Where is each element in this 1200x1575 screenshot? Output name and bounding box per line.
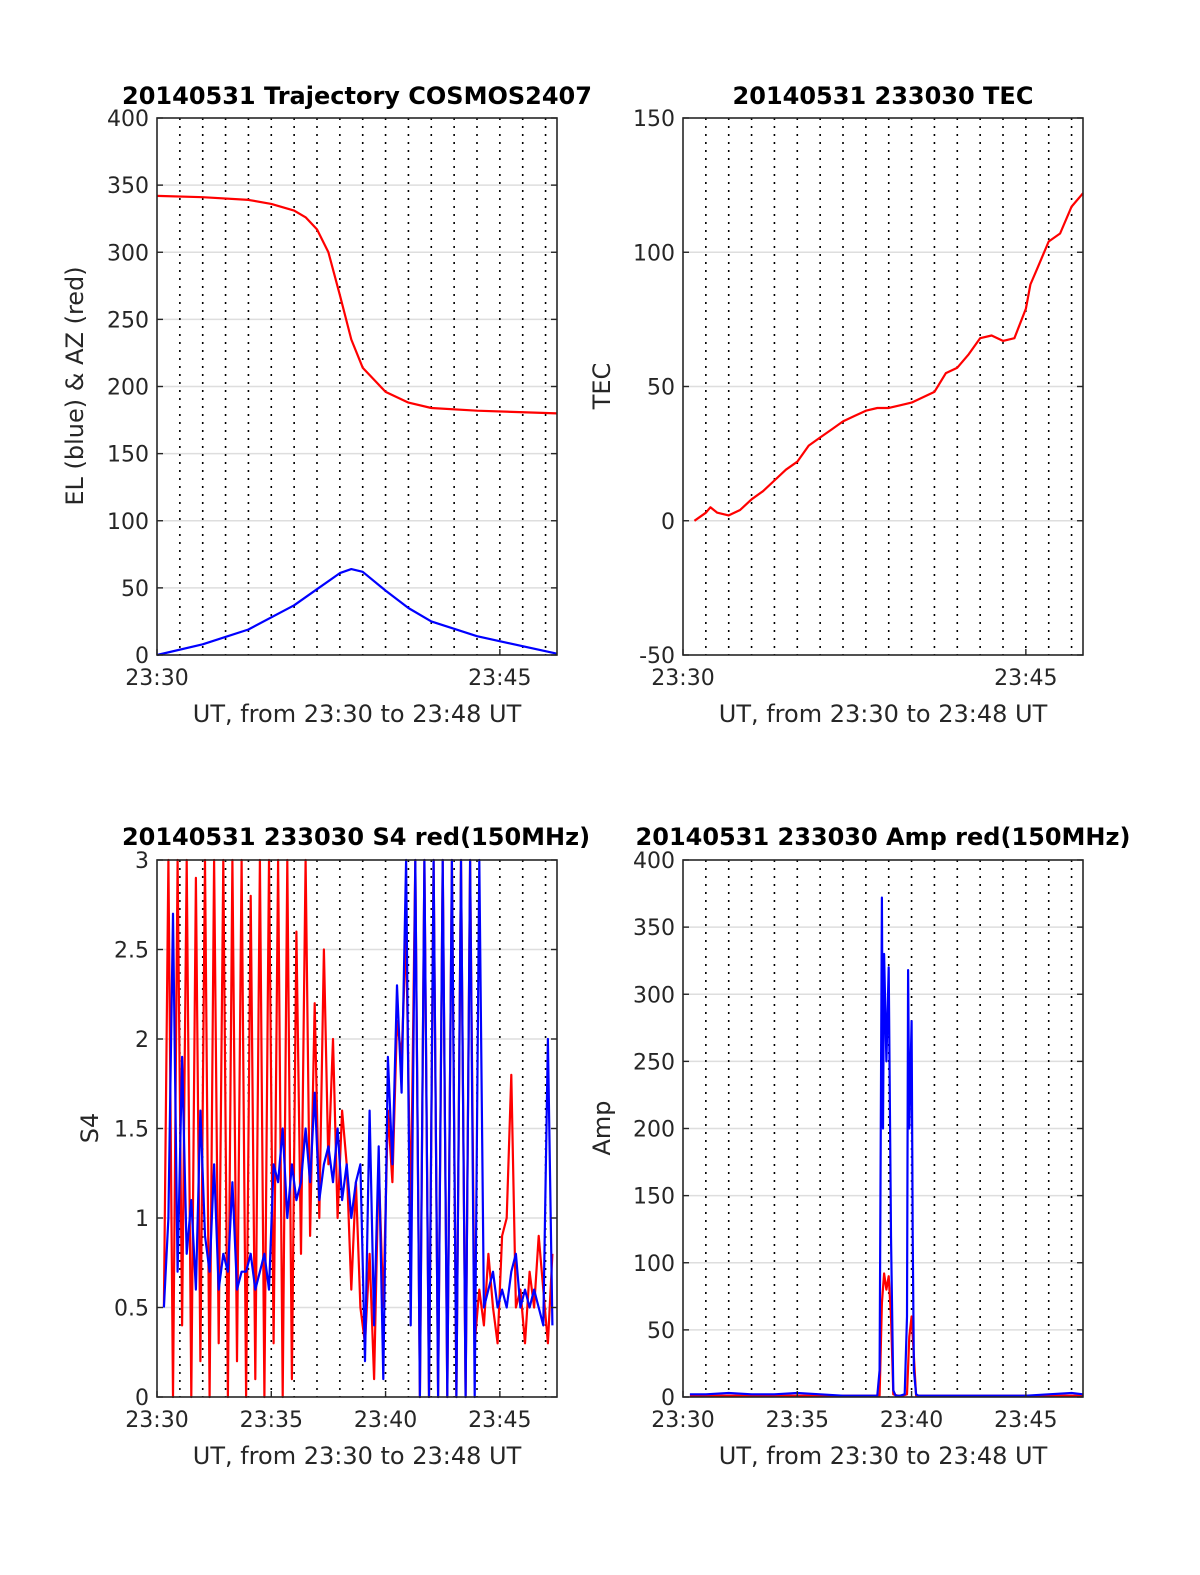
y-tick-label: 100 [633, 241, 675, 266]
series-line-blue [689, 896, 1084, 1397]
y-tick-label: 50 [647, 376, 675, 401]
x-tick-label: 23:45 [468, 666, 531, 691]
plot-area: -50 0 50 100 150 23:30 23:45 [633, 107, 1084, 691]
plot-area: 0 50 100 150 200 250 300 350 400 23:30 23:45 [107, 107, 558, 691]
x-tick-label: 23:30 [125, 1408, 188, 1433]
x-tick-label: 23:45 [468, 1408, 531, 1433]
y-tick-label: 250 [107, 308, 149, 333]
y-tick-label: 0 [661, 1386, 675, 1411]
y-tick-label: 100 [107, 510, 149, 535]
y-axis-label: EL (blue) & AZ (red) [61, 266, 89, 505]
y-tick-label: 200 [633, 1118, 675, 1143]
y-tick-label: 150 [633, 1185, 675, 1210]
x-tick-label: 23:40 [354, 1408, 417, 1433]
x-tick-label: 23:30 [651, 1408, 714, 1433]
x-tick-label: 23:45 [994, 1408, 1057, 1433]
y-tick-label: 2 [135, 1028, 149, 1053]
panel-tec: 20140531 233030 TEC -50 0 50 100 150 23:30 23:… [588, 82, 1084, 728]
y-tick-label: 350 [107, 174, 149, 199]
series-line-blue [156, 567, 558, 657]
x-tick-label: 23:30 [125, 666, 188, 691]
series-line-blue [162, 858, 554, 1399]
y-tick-label: 0 [661, 510, 675, 535]
y-tick-label: 300 [633, 983, 675, 1008]
x-axis-label: UT, from 23:30 to 23:48 UT [193, 700, 522, 728]
y-tick-label: 400 [633, 849, 675, 874]
y-tick-label: 200 [107, 376, 149, 401]
y-tick-label: 150 [633, 107, 675, 132]
y-tick-label: 0 [135, 1386, 149, 1411]
x-axis-label: UT, from 23:30 to 23:48 UT [193, 1442, 522, 1470]
chart-title: 20140531 233030 Amp red(150MHz) [636, 823, 1131, 851]
y-axis-label: S4 [76, 1113, 104, 1144]
y-axis-label: Amp [588, 1100, 616, 1155]
panel-trajectory: 20140531 Trajectory COSMOS2407 0 50 100 150… [61, 82, 592, 728]
y-tick-label: 100 [633, 1252, 675, 1277]
y-tick-label: 150 [107, 443, 149, 468]
x-tick-label: 23:35 [766, 1408, 829, 1433]
series-line-red [693, 192, 1084, 522]
chart-title: 20140531 233030 TEC [733, 82, 1034, 110]
x-tick-label: 23:40 [880, 1408, 943, 1433]
y-tick-label: 1 [135, 1207, 149, 1232]
plot-area: 0 50 100 150 200 250 300 350 400 23:30 23:35 23:40 2… [633, 849, 1084, 1433]
y-tick-label: 0.5 [114, 1297, 149, 1322]
y-tick-label: 50 [121, 577, 149, 602]
x-axis-label: UT, from 23:30 to 23:48 UT [719, 1442, 1048, 1470]
x-tick-label: 23:30 [651, 666, 714, 691]
y-tick-label: 400 [107, 107, 149, 132]
y-tick-label: 3 [135, 849, 149, 874]
y-tick-label: 50 [647, 1319, 675, 1344]
y-axis-label: TEC [588, 363, 616, 411]
y-tick-label: 350 [633, 916, 675, 941]
y-tick-label: 1.5 [114, 1118, 149, 1143]
plot-area: 0 0.5 1 1.5 2 2.5 3 23:30 23:35 23:40 23:45 [114, 849, 558, 1433]
y-tick-label: 300 [107, 241, 149, 266]
panel-amp: 20140531 233030 Amp red(150MHz) 0 50 100 15… [588, 823, 1130, 1470]
chart-title: 20140531 233030 S4 red(150MHz) [122, 823, 590, 851]
y-tick-label: 0 [135, 644, 149, 669]
x-tick-label: 23:45 [994, 666, 1057, 691]
x-tick-label: 23:35 [240, 1408, 303, 1433]
y-tick-label: 2.5 [114, 939, 149, 964]
panel-s4: 20140531 233030 S4 red(150MHz) 0 0.5 1 1.5 2… [76, 823, 590, 1470]
series-line-red [162, 858, 554, 1399]
series-line-red [689, 1272, 1083, 1397]
y-tick-label: -50 [639, 644, 675, 669]
y-tick-label: 250 [633, 1050, 675, 1075]
chart-title: 20140531 Trajectory COSMOS2407 [122, 82, 592, 110]
series-line-red [156, 194, 558, 415]
x-axis-label: UT, from 23:30 to 23:48 UT [719, 700, 1048, 728]
